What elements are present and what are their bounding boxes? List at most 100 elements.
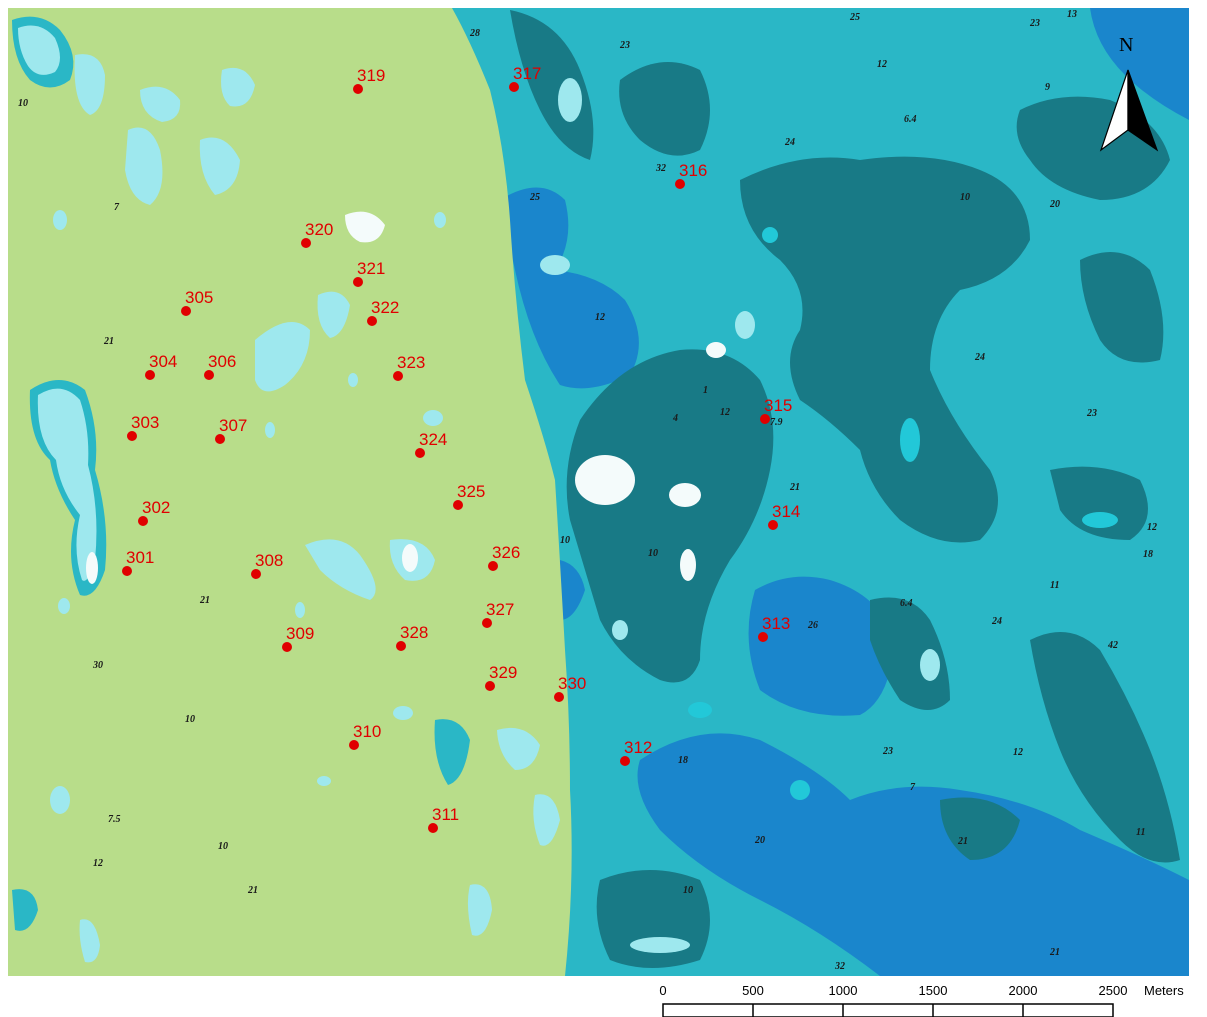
station-329[interactable]: 329: [485, 663, 517, 691]
shallow-patch: [558, 78, 582, 122]
station-308[interactable]: 308: [251, 551, 283, 579]
teal-bank-centre-large: [740, 156, 1030, 543]
station-315[interactable]: 315: [760, 396, 792, 424]
depth-sounding-label: 24: [784, 137, 795, 148]
station-marker[interactable]: [138, 516, 148, 526]
scale-bar-tick-label: 1500: [919, 983, 948, 998]
station-328[interactable]: 328: [396, 623, 428, 651]
teal-bank-east-mid: [1080, 252, 1164, 363]
station-label: 304: [149, 352, 177, 371]
station-marker[interactable]: [485, 681, 495, 691]
station-marker[interactable]: [768, 520, 778, 530]
station-marker[interactable]: [282, 642, 292, 652]
station-label: 328: [400, 623, 428, 642]
station-label: 312: [624, 738, 652, 757]
station-marker[interactable]: [251, 569, 261, 579]
station-310[interactable]: 310: [349, 722, 381, 750]
pond: [393, 706, 413, 720]
station-marker[interactable]: [554, 692, 564, 702]
station-314[interactable]: 314: [768, 502, 800, 530]
pond: [199, 137, 240, 195]
station-322[interactable]: 322: [367, 298, 399, 326]
station-marker[interactable]: [509, 82, 519, 92]
station-305[interactable]: 305: [181, 288, 213, 316]
station-marker[interactable]: [758, 632, 768, 642]
station-label: 319: [357, 66, 385, 85]
station-marker[interactable]: [760, 414, 770, 424]
station-marker[interactable]: [127, 431, 137, 441]
station-marker[interactable]: [145, 370, 155, 380]
station-312[interactable]: 312: [620, 738, 652, 766]
station-marker[interactable]: [215, 434, 225, 444]
station-label: 308: [255, 551, 283, 570]
station-309[interactable]: 309: [282, 624, 314, 652]
shallow-patch: [680, 549, 696, 581]
pond: [74, 54, 105, 115]
station-label: 324: [419, 430, 447, 449]
station-marker[interactable]: [620, 756, 630, 766]
pond: [345, 211, 385, 243]
depth-sounding-label: 23: [1029, 18, 1040, 29]
scale-bar-tick-label: 2500: [1099, 983, 1128, 998]
pond: [125, 127, 163, 205]
station-marker[interactable]: [482, 618, 492, 628]
pond: [317, 776, 331, 786]
north-arrow: N: [1099, 34, 1159, 152]
station-317[interactable]: 317: [509, 64, 541, 92]
station-311[interactable]: 311: [428, 805, 459, 833]
station-304[interactable]: 304: [145, 352, 177, 380]
station-label: 327: [486, 600, 514, 619]
depth-sounding-label: 32: [655, 163, 666, 174]
station-marker[interactable]: [353, 84, 363, 94]
deep-zone-centre: [748, 576, 895, 716]
station-325[interactable]: 325: [453, 482, 485, 510]
station-320[interactable]: 320: [301, 220, 333, 248]
station-303[interactable]: 303: [127, 413, 159, 441]
station-319[interactable]: 319: [353, 66, 385, 94]
depth-sounding-label: 6.4: [900, 598, 913, 609]
station-marker[interactable]: [301, 238, 311, 248]
station-marker[interactable]: [204, 370, 214, 380]
station-327[interactable]: 327: [482, 600, 514, 628]
station-label: 330: [558, 674, 586, 693]
depth-sounding-label: 21: [1049, 947, 1060, 958]
station-marker[interactable]: [181, 306, 191, 316]
station-302[interactable]: 302: [138, 498, 170, 526]
pond: [533, 794, 560, 846]
station-313[interactable]: 313: [758, 614, 790, 642]
scale-bar-body: [662, 1003, 1114, 1017]
teal-bank-north-centre: [619, 62, 710, 156]
station-marker[interactable]: [453, 500, 463, 510]
shallow-patch: [920, 649, 940, 681]
station-marker[interactable]: [415, 448, 425, 458]
station-307[interactable]: 307: [215, 416, 247, 444]
station-330[interactable]: 330: [554, 674, 586, 702]
station-321[interactable]: 321: [353, 259, 385, 287]
station-326[interactable]: 326: [488, 543, 520, 571]
station-323[interactable]: 323: [393, 353, 425, 381]
station-marker[interactable]: [367, 316, 377, 326]
station-324[interactable]: 324: [415, 430, 447, 458]
station-marker[interactable]: [393, 371, 403, 381]
station-marker[interactable]: [488, 561, 498, 571]
station-label: 302: [142, 498, 170, 517]
deep-zone-south: [637, 733, 1189, 976]
station-marker[interactable]: [428, 823, 438, 833]
station-marker[interactable]: [122, 566, 132, 576]
depth-sounding-label: 26: [807, 620, 818, 631]
station-316[interactable]: 316: [675, 161, 707, 189]
north-arrow-right-half: [1127, 69, 1159, 152]
pond: [265, 422, 275, 438]
depth-sounding-label: 21: [103, 336, 114, 347]
depth-sounding-label: 21: [247, 885, 258, 896]
station-marker[interactable]: [349, 740, 359, 750]
depth-sounding-label: 12: [93, 858, 103, 869]
station-marker[interactable]: [675, 179, 685, 189]
station-marker[interactable]: [353, 277, 363, 287]
teal-bank-southwest: [596, 870, 710, 968]
station-306[interactable]: 306: [204, 352, 236, 380]
station-marker[interactable]: [396, 641, 406, 651]
depth-sounding-label: 4: [672, 413, 678, 424]
teal-bank-south-centre: [870, 597, 950, 710]
station-301[interactable]: 301: [122, 548, 154, 576]
